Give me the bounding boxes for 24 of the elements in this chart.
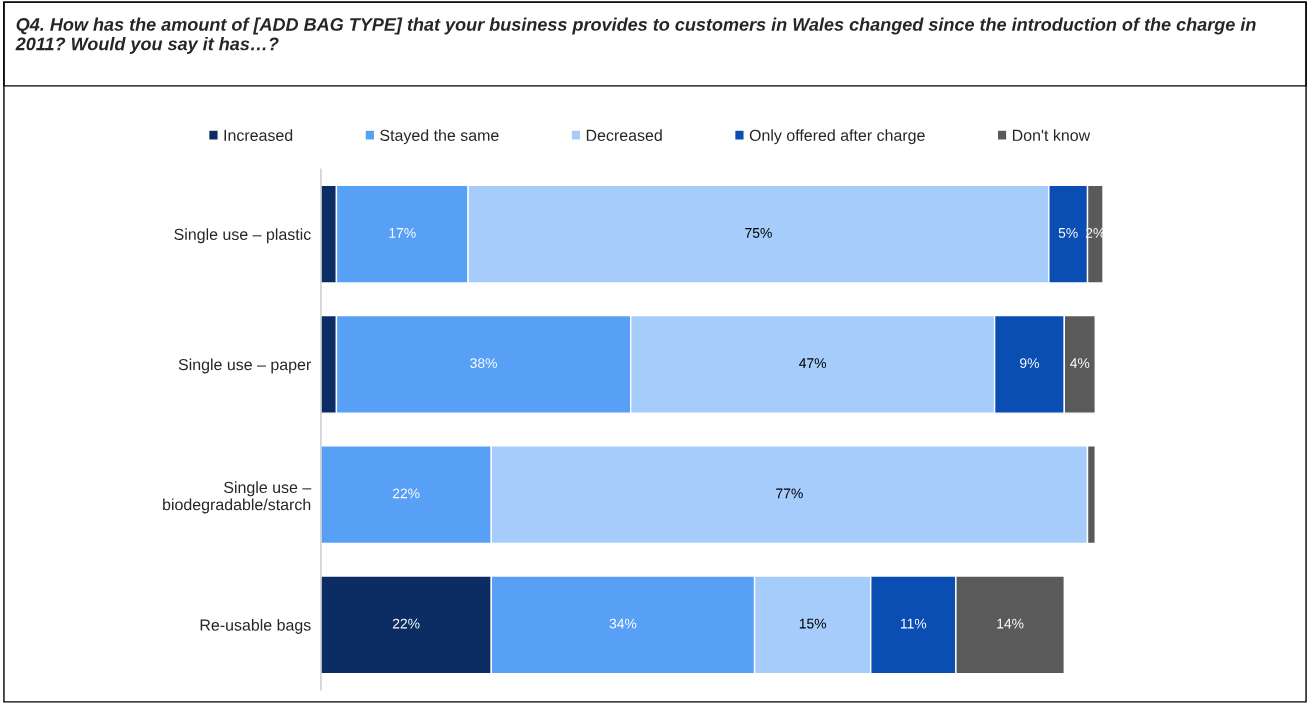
y-tick-label: Single use – biodegradable/starch bbox=[163, 481, 312, 514]
data-label: 4% bbox=[1070, 358, 1090, 368]
y-tick-label: Single use – plastic bbox=[174, 228, 311, 244]
data-label: 38% bbox=[470, 358, 497, 369]
data-label: 34% bbox=[609, 618, 637, 629]
data-label: 77% bbox=[776, 488, 803, 499]
y-tick-label: Re-usable bags bbox=[200, 619, 311, 634]
data-label: 11% bbox=[900, 618, 927, 629]
data-label: 17% bbox=[389, 228, 416, 238]
data-label: 5% bbox=[1058, 228, 1078, 238]
legend-label: Stayed the same bbox=[380, 129, 499, 145]
data-label: 22% bbox=[392, 618, 420, 629]
legend-label: Decreased bbox=[586, 129, 662, 142]
data-label: 14% bbox=[997, 618, 1024, 629]
chart-title: Q4. How has the amount of [ADD BAG TYPE] that your business provides to customers in Wales changed since the introduction of the charge in 2011? Would you say it has…? bbox=[15, 17, 1256, 54]
data-label: 15% bbox=[799, 618, 827, 629]
y-tick-label: Single use – paper bbox=[178, 358, 311, 374]
data-label: 75% bbox=[745, 228, 772, 238]
legend-label: Don't know bbox=[1012, 129, 1091, 142]
data-label: 22% bbox=[392, 488, 420, 499]
legend-label: Increased bbox=[224, 129, 293, 142]
data-label: 9% bbox=[1020, 358, 1039, 369]
data-label: 47% bbox=[799, 358, 827, 368]
legend-label: Only offered after charge bbox=[749, 129, 925, 145]
